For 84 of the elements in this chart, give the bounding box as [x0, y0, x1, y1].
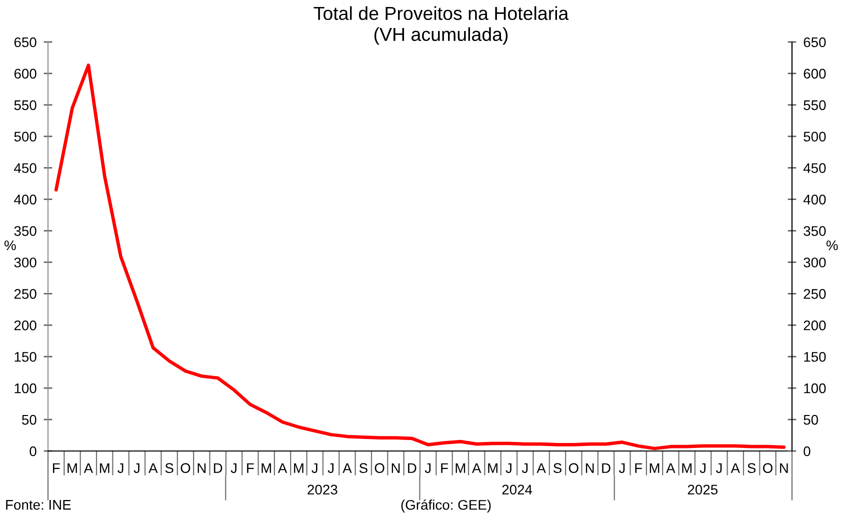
y2-tick-label: 50 [804, 414, 818, 425]
x-tick-label: J [506, 463, 512, 474]
y-tick-label: 600 [14, 68, 36, 79]
x-tick-label: A [472, 463, 482, 473]
x-tick-label: J [134, 463, 140, 474]
y2-tick-label: 500 [804, 132, 826, 142]
chart-subtitle: (VH acumulada) [374, 27, 508, 45]
x-tick-label: S [553, 463, 562, 474]
x-tick-label: A [278, 463, 288, 473]
x2-tick-label: 2023 [308, 484, 338, 495]
x-tick-label: S [165, 463, 174, 474]
y-tick-label: 550 [14, 100, 36, 110]
x-tick-label: F [635, 463, 642, 473]
y2-axis-title: % [826, 240, 838, 250]
x-tick-label: M [294, 463, 304, 473]
x-tick-label: A [536, 463, 546, 473]
x-tick-label: M [488, 463, 498, 473]
y-tick-label: 650 [14, 37, 36, 48]
x-tick-label: O [180, 463, 190, 474]
y2-tick-label: 400 [803, 194, 826, 204]
y-tick-label: 300 [14, 258, 36, 268]
x-tick-label: O [762, 463, 772, 474]
y2-tick-label: 350 [804, 226, 826, 236]
x-tick-label: M [68, 463, 77, 473]
y-tick-label: 400 [14, 194, 36, 204]
x-tick-label: N [392, 463, 400, 473]
chart-title: Total de Proveitos na Hotelaria [314, 6, 569, 20]
x-tick-label: M [100, 463, 110, 473]
y2-tick-label: 600 [804, 68, 826, 79]
y2-tick-label: 300 [804, 258, 826, 268]
x-tick-label: A [84, 463, 94, 473]
x2-tick-label: 2025 [688, 484, 718, 495]
x-tick-label: M [456, 463, 466, 473]
x-tick-label: M [682, 463, 692, 473]
x-tick-label: S [359, 463, 368, 474]
source-note: Fonte: INE [6, 500, 71, 510]
x-tick-label: M [262, 463, 271, 473]
x-tick-label: A [342, 463, 352, 473]
x-tick-label: A [666, 463, 676, 473]
x-tick-label: D [214, 463, 222, 473]
x-tick-label: J [118, 463, 124, 474]
x-tick-label: J [424, 463, 431, 474]
y2-tick-label: 250 [804, 289, 826, 299]
y2-tick-label: 150 [804, 352, 826, 362]
y2-tick-label: 550 [804, 100, 826, 110]
x-tick-label: D [408, 463, 416, 473]
x-tick-label: F [247, 463, 254, 473]
x-tick-label: O [374, 463, 384, 474]
x-tick-label: J [522, 463, 528, 474]
x-tick-label: J [618, 463, 625, 474]
x-tick-label: F [52, 463, 60, 473]
x-tick-label: M [650, 463, 660, 473]
x-tick-label: S [748, 463, 756, 474]
line-series [54, 64, 786, 450]
y-tick-label: 150 [14, 352, 36, 362]
x-tick-label: N [586, 463, 594, 473]
x-tick-label: N [198, 463, 206, 473]
x2-tick-label: 2024 [502, 484, 532, 495]
x-tick-label: F [441, 463, 448, 473]
y-tick-label: 250 [14, 289, 36, 299]
y2-tick-label: 650 [804, 37, 826, 48]
x-tick-label: A [148, 463, 158, 473]
y2-tick-label: 100 [804, 383, 826, 394]
y2-tick-label: 0 [804, 446, 810, 456]
x-tick-label: J [312, 463, 318, 474]
y-tick-label: 100 [14, 383, 36, 394]
x-tick-label: D [602, 463, 610, 473]
x-tick-label: J [700, 463, 706, 474]
x-tick-label: O [568, 463, 578, 474]
y2-tick-label: 450 [803, 163, 826, 174]
text: (Gráfico: GEE) [401, 499, 491, 513]
y-tick-label: 350 [14, 226, 36, 236]
y-axis-title: % [4, 240, 16, 250]
x-tick-label: J [716, 463, 722, 474]
y-tick-label: 500 [14, 132, 36, 142]
x-tick-label: A [730, 463, 740, 473]
x-tick-label: J [328, 463, 334, 474]
x-tick-label: N [780, 463, 788, 473]
y-tick-label: 50 [22, 414, 36, 425]
y2-tick-label: 200 [804, 320, 826, 330]
y-tick-label: 0 [30, 446, 36, 456]
y-tick-label: 450 [14, 163, 36, 174]
y-tick-label: 200 [14, 320, 36, 330]
x-tick-label: J [230, 463, 236, 474]
